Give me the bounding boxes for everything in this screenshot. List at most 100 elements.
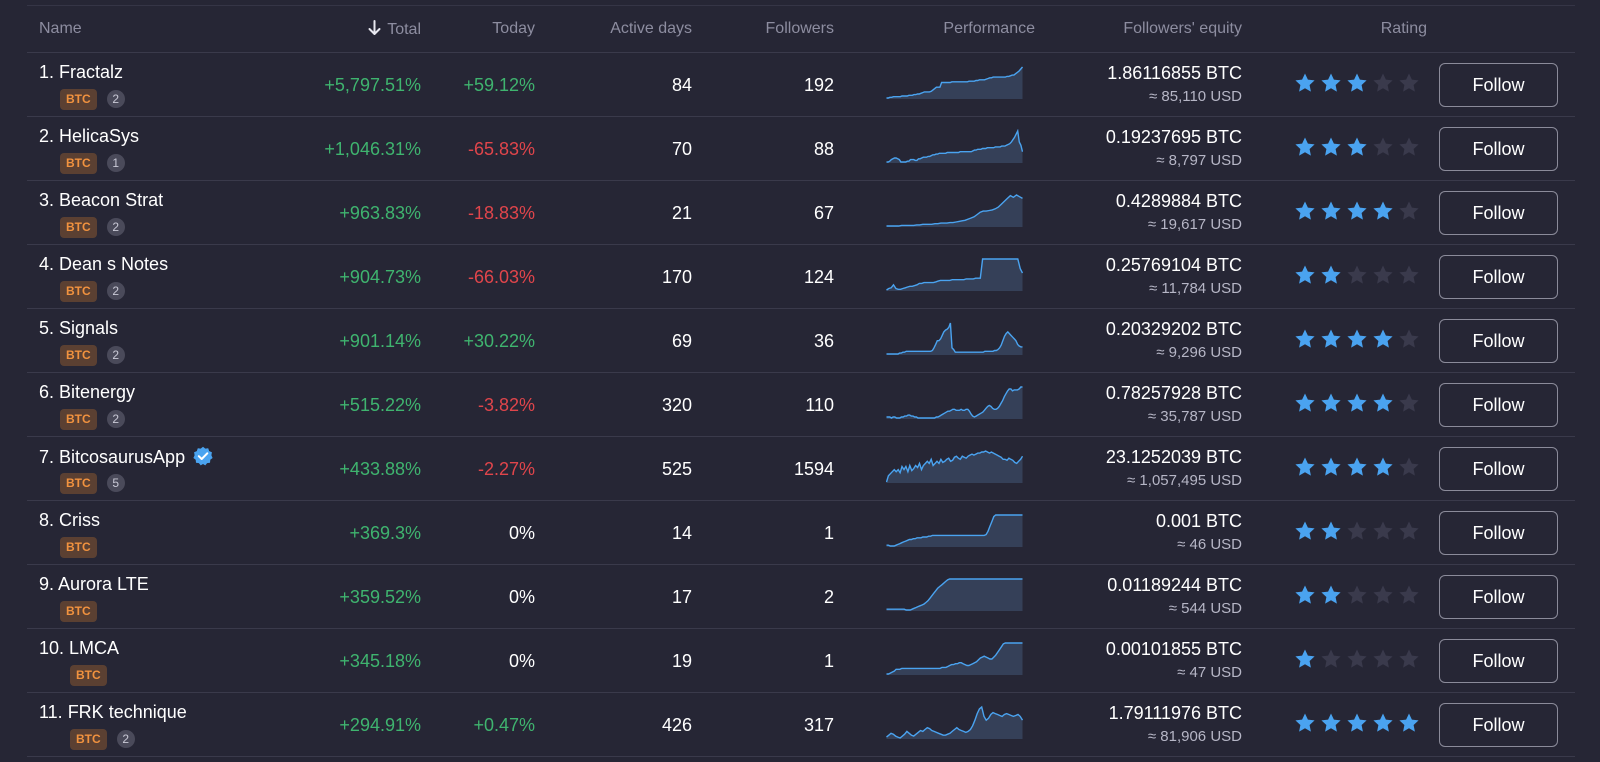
trader-name[interactable]: 4. Dean s Notes	[39, 254, 168, 275]
star-filled-icon	[1347, 73, 1367, 92]
trader-name-label: 1. Fractalz	[39, 62, 124, 82]
star-filled-icon	[1373, 393, 1393, 412]
trader-name[interactable]: 3. Beacon Strat	[39, 190, 163, 211]
star-filled-icon	[1373, 329, 1393, 348]
table-row[interactable]: 5. Signals BTC 2 +901.14% +30.22% 69 36 0.20329…	[27, 309, 1575, 373]
sparkline-area	[886, 259, 1023, 291]
trader-name[interactable]: 5. Signals	[39, 318, 118, 339]
rating-stars	[1294, 648, 1424, 670]
sparkline-line	[886, 322, 1023, 355]
star-filled-icon	[1295, 585, 1315, 604]
star-empty-icon	[1399, 649, 1419, 668]
currency-badge: BTC	[60, 152, 97, 174]
follow-button[interactable]: Follow	[1439, 511, 1558, 555]
rating-stars	[1294, 264, 1424, 286]
trader-name[interactable]: 8. Criss	[39, 510, 100, 531]
followers-equity-btc: 23.1252039 BTC	[1105, 447, 1242, 467]
trader-name[interactable]: 7. BitcosaurusApp	[39, 446, 213, 471]
column-header-total[interactable]: Total	[368, 20, 421, 41]
total-return: +294.91%	[339, 715, 421, 735]
column-header-today[interactable]: Today	[492, 20, 535, 37]
badges: BTC 1	[60, 152, 125, 174]
followers-equity-usd: ≈ 8,797 USD	[1156, 152, 1242, 169]
column-header-followers[interactable]: Followers	[765, 20, 834, 37]
strategy-count-badge: 2	[106, 90, 125, 108]
trader-name-label: 9. Aurora LTE	[39, 574, 149, 594]
table-row[interactable]: 2. HelicaSys BTC 1 +1,046.31% -65.83% 70 88 0.1…	[27, 117, 1575, 181]
currency-badge: BTC	[60, 88, 97, 110]
table-row[interactable]: 4. Dean s Notes BTC 2 +904.73% -66.03% 170 124…	[27, 245, 1575, 309]
sparkline-area	[886, 131, 1023, 163]
column-header-followers-equity[interactable]: Followers' equity	[1123, 20, 1242, 37]
table-row[interactable]: 7. BitcosaurusApp BTC 5 +433.88% -2.27% 525 15…	[27, 437, 1575, 501]
follow-button[interactable]: Follow	[1439, 63, 1558, 107]
total-return: +904.73%	[339, 267, 421, 287]
strategy-count-badge: 2	[106, 282, 125, 300]
currency-badge: BTC	[60, 216, 97, 238]
today-return: 0%	[508, 523, 535, 543]
table-row[interactable]: 8. Criss BTC +369.3% 0% 14 1 0.001 BTC ≈ 46 USD…	[27, 501, 1575, 565]
star-filled-icon	[1321, 457, 1341, 476]
follow-button[interactable]: Follow	[1439, 383, 1558, 427]
star-filled-icon	[1321, 521, 1341, 540]
performance-sparkline	[886, 66, 1023, 99]
sparkline-area	[886, 643, 1023, 675]
total-return: +5,797.51%	[324, 75, 421, 95]
total-return: +901.14%	[339, 331, 421, 351]
sparkline-line	[886, 578, 1023, 611]
trader-name[interactable]: 10. LMCA	[39, 638, 119, 659]
star-filled-icon	[1295, 713, 1315, 732]
follow-button[interactable]: Follow	[1439, 703, 1558, 747]
followers-count: 192	[803, 75, 834, 95]
followers-equity-btc: 0.00101855 BTC	[1105, 639, 1242, 659]
star-filled-icon	[1321, 201, 1341, 220]
sparkline-area	[886, 579, 1023, 611]
column-header-rating[interactable]: Rating	[1380, 20, 1427, 37]
table-row[interactable]: 3. Beacon Strat BTC 2 +963.83% -18.83% 21 67 0.…	[27, 181, 1575, 245]
star-empty-icon	[1347, 265, 1367, 284]
table-row[interactable]: 10. LMCA BTC +345.18% 0% 19 1 0.00101855 BTC ≈ …	[27, 629, 1575, 693]
table-row[interactable]: 1. Fractalz BTC 2 +5,797.51% +59.12% 84 192 1.8…	[27, 53, 1575, 117]
total-return: +359.52%	[339, 587, 421, 607]
table-row[interactable]: 6. Bitenergy BTC 2 +515.22% -3.82% 320 110 0.78…	[27, 373, 1575, 437]
follow-button[interactable]: Follow	[1439, 319, 1558, 363]
star-filled-icon	[1295, 457, 1315, 476]
trader-name[interactable]: 11. FRK technique	[39, 702, 187, 723]
today-return: -66.03%	[467, 267, 535, 287]
follow-button[interactable]: Follow	[1439, 127, 1558, 171]
star-empty-icon	[1399, 585, 1419, 604]
followers-equity-usd: ≈ 35,787 USD	[1147, 408, 1242, 425]
follow-button[interactable]: Follow	[1439, 191, 1558, 235]
trader-name-label: 2. HelicaSys	[39, 126, 140, 146]
trader-name[interactable]: 1. Fractalz	[39, 62, 123, 83]
column-header-active-days[interactable]: Active days	[610, 20, 692, 37]
trader-name-label: 7. BitcosaurusApp	[39, 447, 186, 467]
follow-button[interactable]: Follow	[1439, 447, 1558, 491]
trader-name-label: 3. Beacon Strat	[39, 190, 164, 210]
performance-sparkline	[886, 705, 1023, 739]
trader-name-label: 10. LMCA	[39, 638, 120, 658]
column-header-performance: Performance	[943, 20, 1035, 37]
table-row[interactable]: 9. Aurora LTE BTC +359.52% 0% 17 2 0.01189244 …	[27, 565, 1575, 629]
followers-count: 110	[805, 395, 834, 415]
sparkline-line	[886, 705, 1023, 739]
trader-name[interactable]: 9. Aurora LTE	[39, 574, 149, 595]
performance-sparkline	[886, 322, 1023, 355]
currency-badge: BTC	[60, 344, 97, 366]
follow-button[interactable]: Follow	[1439, 255, 1558, 299]
star-filled-icon	[1373, 201, 1393, 220]
star-filled-icon	[1295, 393, 1315, 412]
today-return: -3.82%	[477, 395, 535, 415]
table-row[interactable]: 11. FRK technique BTC 2 +294.91% +0.47% 426 31…	[27, 693, 1575, 757]
trader-name[interactable]: 2. HelicaSys	[39, 126, 139, 147]
star-empty-icon	[1347, 521, 1367, 540]
star-empty-icon	[1399, 393, 1419, 412]
column-header-name[interactable]: Name	[39, 20, 82, 37]
followers-count: 317	[803, 715, 834, 735]
star-empty-icon	[1399, 201, 1419, 220]
followers-count: 1	[823, 523, 834, 543]
follow-button[interactable]: Follow	[1439, 575, 1558, 619]
follow-button[interactable]: Follow	[1439, 639, 1558, 683]
today-return: +0.47%	[473, 715, 535, 735]
trader-name[interactable]: 6. Bitenergy	[39, 382, 135, 403]
